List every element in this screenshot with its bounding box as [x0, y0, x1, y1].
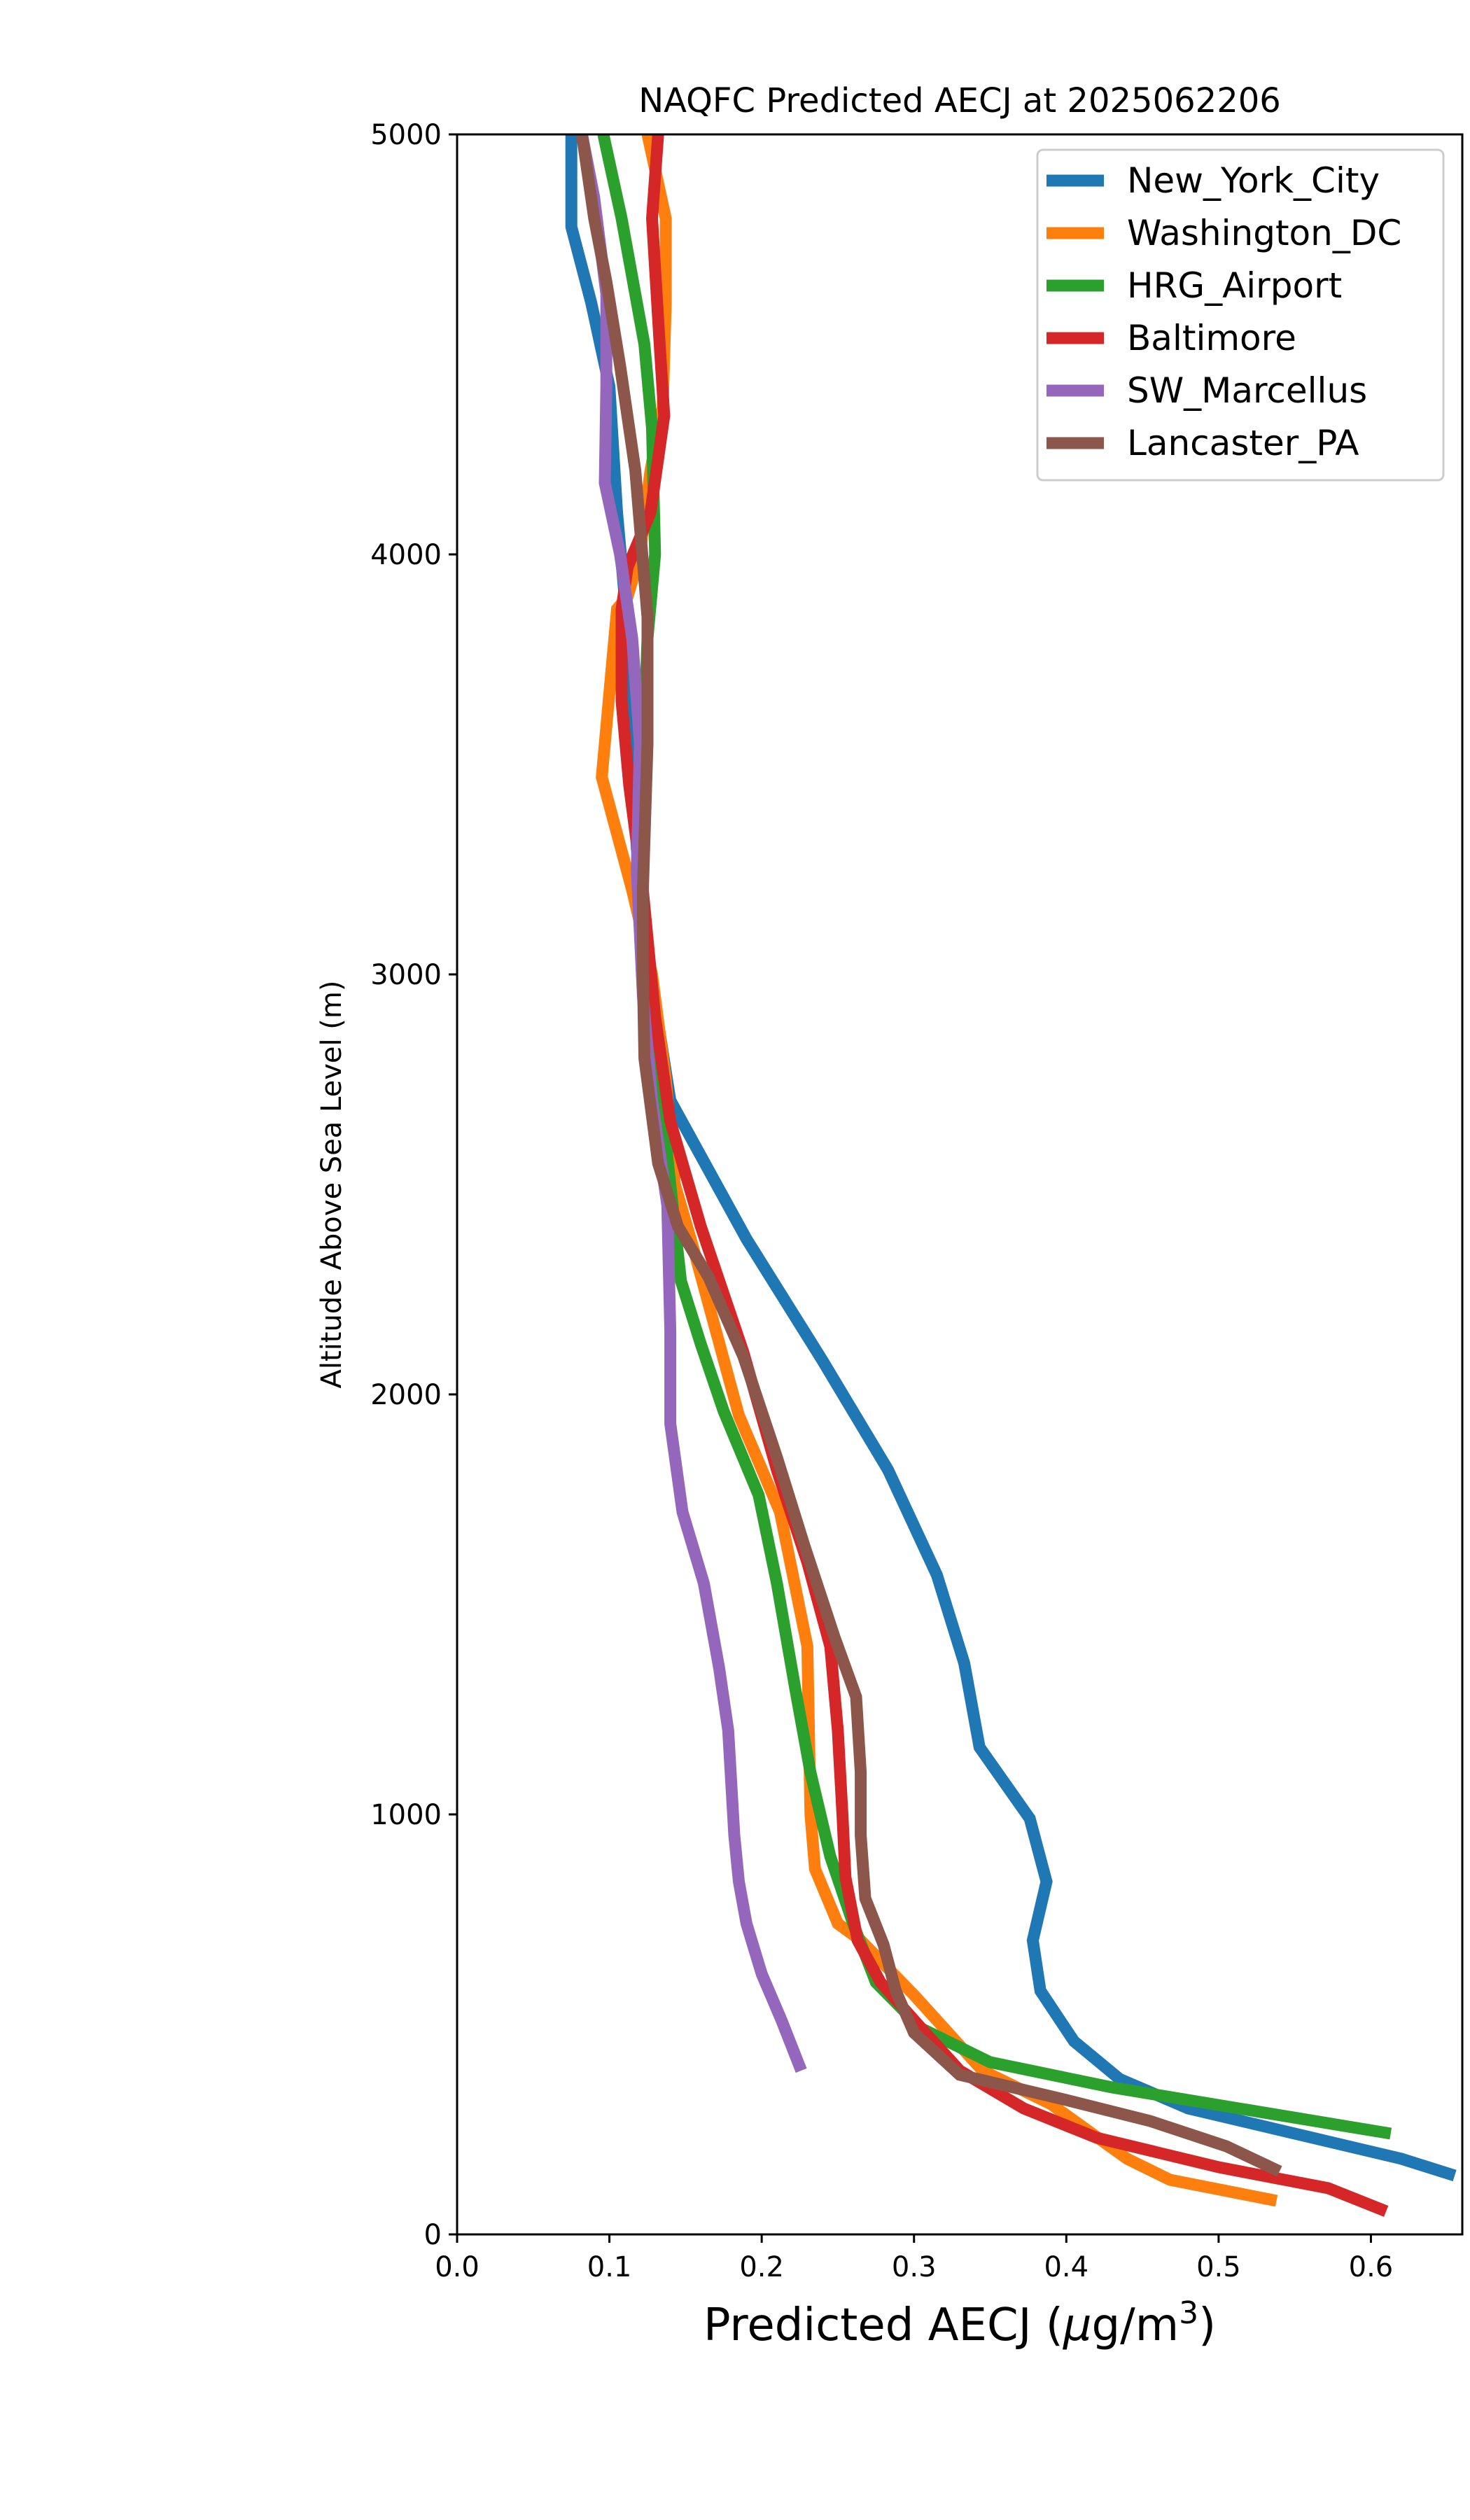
x-axis-title: Predicted AECJ (μg/m3) [704, 2295, 1216, 2351]
x-tick-label: 0.2 [739, 2251, 784, 2283]
chart-title: NAQFC Predicted AECJ at 2025062206 [638, 81, 1281, 120]
x-axis-title-sup: 3 [1179, 2295, 1198, 2331]
x-tick-label: 0.4 [1044, 2251, 1088, 2283]
plot-frame [456, 133, 1464, 2236]
series-layer [565, 134, 1457, 2217]
x-tick-label: 0.3 [892, 2251, 937, 2283]
x-axis-title-mu: μ [1063, 2300, 1092, 2351]
legend-label-washington-dc: Washington_DC [1127, 213, 1401, 253]
x-tick-label: 0.0 [435, 2251, 479, 2283]
y-tick-label: 1000 [370, 1799, 442, 1831]
legend-label-lancaster-pa: Lancaster_PA [1127, 423, 1359, 463]
x-axis-title-main: Predicted AECJ ( [704, 2300, 1063, 2351]
y-tick-label: 3000 [370, 959, 442, 991]
legend: New_York_City Washington_DC HRG_Airport Bal… [1036, 148, 1445, 482]
legend-entries: New_York_City Washington_DC HRG_Airport Bal… [1046, 160, 1401, 463]
y-tick-label: 0 [424, 2219, 442, 2251]
x-axis-title-unit: g/m [1092, 2300, 1180, 2351]
series-line-lancaster-pa [575, 134, 1282, 2177]
legend-label-new-york-city: New_York_City [1127, 160, 1380, 201]
x-tick-label: 0.5 [1196, 2251, 1241, 2283]
series-line-sw-marcellus [576, 134, 807, 2073]
y-tick-label: 2000 [370, 1379, 442, 1411]
y-tick-label: 4000 [370, 539, 442, 571]
x-axis-title-close: ) [1198, 2300, 1216, 2351]
ticks-layer: 0.0 0.1 0.2 0.3 0.4 0.5 0.6 0 1000 2000 3000 4000 50… [370, 119, 1393, 2283]
x-tick-label: 0.6 [1349, 2251, 1394, 2283]
legend-frame [1036, 148, 1445, 482]
legend-label-baltimore: Baltimore [1127, 318, 1296, 358]
x-tick-label: 0.1 [587, 2251, 632, 2283]
legend-label-sw-marcellus: SW_Marcellus [1127, 370, 1367, 411]
y-axis-title: Altitude Above Sea Level (m) [316, 981, 348, 1389]
legend-label-hrg-airport: HRG_Airport [1127, 265, 1342, 306]
y-tick-label: 5000 [370, 119, 442, 151]
